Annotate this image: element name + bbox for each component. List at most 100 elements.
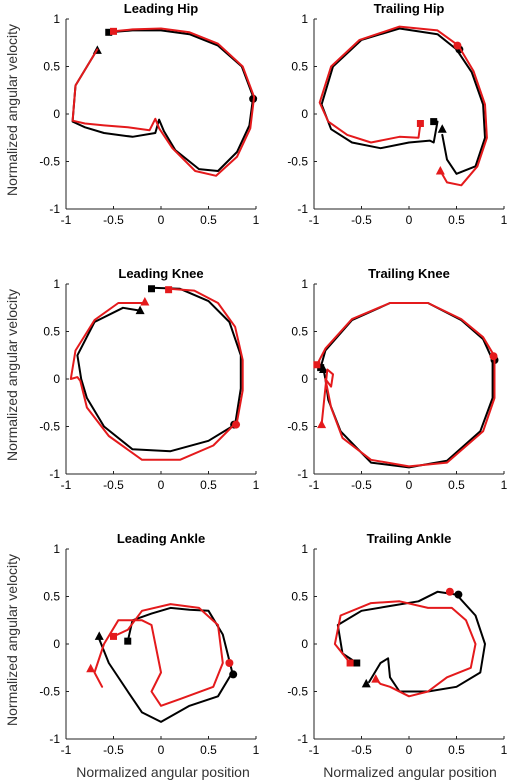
x-tick-label: 1 [253,478,260,492]
y-tick-label: -0.5 [287,420,308,434]
y-tick-label: 1 [53,12,60,26]
mid-marker-circle [453,41,462,50]
x-tick-label: -1 [309,743,320,757]
y-tick-label: 0 [53,372,60,386]
x-tick-label: 0 [406,743,413,757]
x-tick-label: -1 [61,213,72,227]
x-tick-label: 0.5 [448,213,465,227]
panels: Leading Hip -1 -0.5 0 0.5 1 1 0.5 0 -0.5 -1 Trailin… [39,1,507,757]
mid-marker-circle [229,670,238,679]
x-tick-label: 0.5 [200,478,217,492]
mid-marker-circle [445,587,454,596]
x-tick-label: 0.5 [448,478,465,492]
mid-marker-circle [489,352,498,361]
panel: Trailing Ankle -1 -0.5 0 0.5 1 1 0.5 0 -0.5 -1 [287,531,507,757]
x-tick-label: 1 [501,478,508,492]
y-tick-label: -0.5 [39,155,60,169]
end-marker-triangle [371,674,381,683]
start-marker-square [346,659,354,667]
y-tick-label: 0 [301,372,308,386]
y-tick-label: 0 [53,637,60,651]
x-tick-label: -0.5 [351,743,372,757]
x-tick-label: 0 [158,743,165,757]
start-marker-square [110,632,117,640]
x-tick-label: 0.5 [448,743,465,757]
mid-marker-circle [225,659,234,667]
series-line [336,590,486,693]
y-tick-label: -0.5 [287,155,308,169]
y-tick-label: 0.5 [43,60,60,74]
start-marker-square [317,364,325,372]
x-tick-label: 0 [406,213,413,227]
y-tick-label: -1 [49,732,60,746]
x-tick-label: 0.5 [200,743,217,757]
end-marker-triangle [135,305,145,315]
panel: Trailing Hip -1 -0.5 0 0.5 1 1 0.5 0 -0.5 -1 [287,1,507,227]
series-line [315,302,496,468]
y-tick-label: 1 [53,277,60,291]
x-tick-label: -1 [61,478,72,492]
y-tick-label: -0.5 [287,685,308,699]
start-marker-square [105,28,113,36]
x-tick-label: 1 [501,743,508,757]
end-marker-triangle [435,166,445,175]
y-tick-label: 1 [301,12,308,26]
panel-title: Leading Knee [118,266,203,281]
series-line [69,287,244,461]
end-marker-triangle [86,663,96,673]
x-tick-label: 1 [253,743,260,757]
y-tick-label: 0 [301,107,308,121]
y-tick-label: -0.5 [39,420,60,434]
start-marker-square [165,286,173,294]
y-tick-label: 1 [301,277,308,291]
x-tick-label: -0.5 [103,743,124,757]
y-tick-label: -1 [297,732,308,746]
mid-marker-circle [454,590,463,599]
start-marker-square [416,120,424,127]
end-marker-triangle [437,124,447,133]
end-marker-triangle [140,297,150,306]
series-line [333,600,477,698]
start-marker-square [110,27,117,35]
panel-title: Leading Hip [124,1,198,16]
start-marker-square [124,637,132,645]
end-marker-triangle [361,678,371,688]
start-marker-square [430,118,438,126]
y-tick-label: 0 [301,637,308,651]
start-marker-square [148,285,155,293]
end-marker-triangle [317,419,327,429]
series-line [93,603,224,707]
x-tick-label: -1 [309,478,320,492]
y-tick-label: 0 [53,107,60,121]
y-axis-label: Normalized angular velocity [4,289,20,461]
series-line [71,27,256,177]
y-tick-label: -1 [49,202,60,216]
panel-title: Trailing Ankle [367,531,452,546]
y-tick-label: 0.5 [43,325,60,339]
y-tick-label: 0.5 [291,60,308,74]
y-tick-label: -0.5 [39,685,60,699]
panel-title: Trailing Knee [368,266,450,281]
x-tick-label: 0 [158,478,165,492]
y-tick-label: -1 [49,467,60,481]
x-tick-label: 1 [253,213,260,227]
y-tick-label: 0.5 [43,590,60,604]
end-marker-triangle [94,631,104,640]
panel: Leading Knee -1 -0.5 0 0.5 1 1 0.5 0 -0.5 -1 [39,266,259,492]
start-marker-square [313,361,321,369]
x-tick-label: 0 [158,213,165,227]
series-line [320,27,486,175]
x-axis-label: Normalized angular position [76,764,250,780]
panel: Leading Ankle -1 -0.5 0 0.5 1 1 0.5 0 -0.5 -1 [39,531,259,757]
y-axis-label: Normalized angular velocity [4,554,20,726]
panel-title: Trailing Hip [374,1,445,16]
x-tick-label: 1 [501,213,508,227]
series-line [318,25,488,187]
x-tick-label: -0.5 [351,213,372,227]
series-line [71,29,255,172]
end-marker-triangle [319,364,328,373]
y-tick-label: 1 [301,542,308,556]
panel: Leading Hip -1 -0.5 0 0.5 1 1 0.5 0 -0.5 -1 [39,1,259,227]
x-tick-label: -0.5 [103,213,124,227]
